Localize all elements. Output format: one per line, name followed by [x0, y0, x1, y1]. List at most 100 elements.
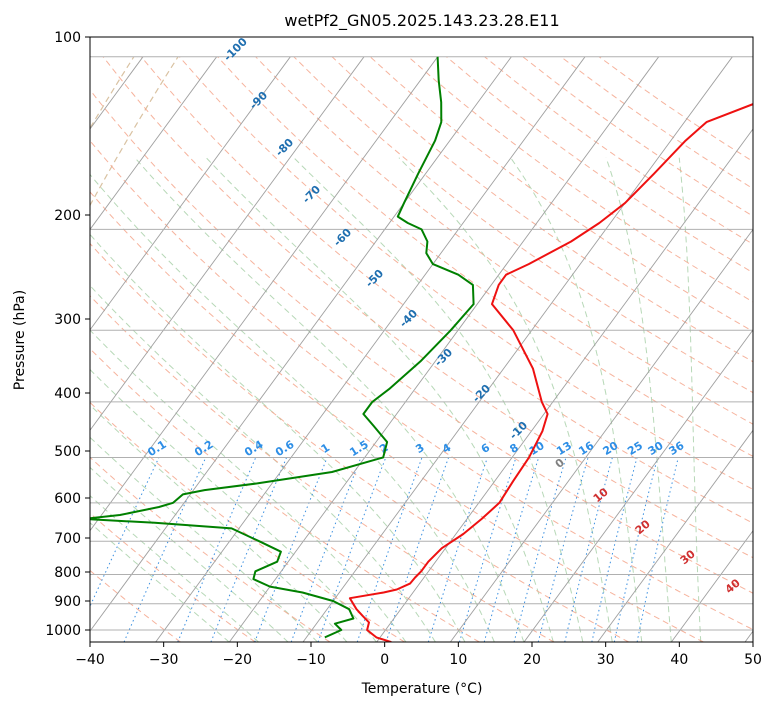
- plot-frame: [89, 36, 754, 643]
- isotherm-line: [90, 56, 512, 632]
- mixing-ratio-line: [613, 457, 659, 642]
- dry-adiabat-line: [90, 456, 331, 642]
- mixing-ratio-line: [177, 457, 257, 642]
- dry-adiabat-label: -70: [300, 183, 323, 206]
- mixing-ratio-line: [254, 457, 328, 642]
- mixing-ratio-label: 36: [667, 439, 687, 458]
- mixing-ratio-label: 0.4: [242, 438, 266, 460]
- moist-adiabat-line: [90, 233, 466, 642]
- dry-adiabat-line: [484, 56, 753, 245]
- x-tick-label: 0: [380, 652, 389, 668]
- mixing-ratio-line: [210, 457, 288, 642]
- mixing-ratio-line: [427, 457, 488, 642]
- y-tick-label: 700: [54, 531, 81, 547]
- moist-adiabat-label: 10: [591, 485, 611, 505]
- y-tick-label: 1000: [45, 623, 81, 639]
- y-tick-label: 800: [54, 565, 81, 581]
- mixing-ratio-label: 20: [601, 439, 621, 458]
- mixing-ratio-line: [483, 457, 540, 642]
- moist-adiabats: [90, 56, 702, 642]
- background-line-labels: 0.1 0.2 0.4 0.6 1 1.5 2 3 4 6 8 10 13 16 20 25 30 36-100-…: [145, 37, 743, 596]
- dry-adiabat-line: [90, 89, 753, 594]
- dry-adiabats: [90, 56, 753, 642]
- dry-adiabat-label: -10: [507, 419, 530, 442]
- y-tick-label: 900: [54, 594, 81, 610]
- dry-adiabat-label: -80: [273, 136, 296, 159]
- isotherm-line: [155, 56, 586, 642]
- isotherms: [0, 56, 753, 642]
- mixing-ratio-line: [636, 457, 679, 642]
- moist-adiabat-line: [605, 157, 672, 642]
- mixing-ratio-line: [458, 457, 517, 642]
- mixing-ratio-line: [123, 457, 207, 642]
- dry-adiabat-line: [90, 348, 480, 642]
- mixing-ratio-line: [564, 457, 613, 642]
- isotherm-line: [670, 529, 753, 642]
- moist-adiabat-label: 20: [633, 517, 653, 537]
- isobars: [90, 56, 753, 631]
- x-tick-label: 10: [449, 652, 467, 668]
- isotherm-line: [90, 56, 365, 432]
- sounding-profiles: [90, 56, 753, 642]
- dry-adiabat-line: [179, 56, 753, 490]
- dry-adiabat-line: [90, 242, 630, 642]
- dry-adiabat-line: [90, 512, 256, 642]
- y-tick-label: 400: [54, 386, 81, 402]
- mixing-ratio-line: [356, 457, 423, 642]
- x-tick-label: 50: [744, 652, 762, 668]
- dry-adiabat-line: [293, 56, 753, 394]
- isotherm-line: [302, 56, 733, 642]
- moist-adiabat-line: [678, 157, 702, 642]
- x-tick-label: −20: [223, 652, 253, 668]
- x-axis-ticks: −40 −30 −20 −10 0 10 20 30 40 50: [75, 642, 762, 668]
- dry-adiabat-line: [217, 56, 753, 457]
- x-tick-label: −40: [75, 652, 105, 668]
- moist-adiabat-line: [398, 157, 613, 642]
- dry-adiabat-line: [331, 56, 753, 363]
- dry-adiabat-label: -50: [363, 267, 386, 290]
- mixing-ratio-line: [591, 457, 638, 642]
- dry-adiabat-line: [446, 56, 753, 274]
- x-tick-label: −10: [296, 652, 326, 668]
- moist-adiabat-line: [90, 436, 319, 642]
- dry-adiabat-line: [408, 56, 753, 303]
- temperature-profile-line: [348, 103, 753, 642]
- chart-title: wetPf2_GN05.2025.143.23.28.E11: [284, 11, 559, 31]
- dry-adiabat-line: [255, 56, 753, 425]
- y-tick-label: 100: [54, 30, 81, 46]
- dry-adiabat-line: [102, 56, 753, 559]
- mixing-ratio-label: 1: [319, 441, 332, 456]
- mixing-ratio-label: 4: [440, 441, 454, 456]
- x-tick-label: 40: [670, 652, 688, 668]
- mixing-ratio-label: 25: [625, 439, 645, 458]
- dry-adiabat-label: -40: [397, 307, 420, 330]
- mixing-ratio-label: 0.6: [273, 438, 297, 460]
- dry-adiabat-line: [140, 56, 753, 524]
- mixing-ratio-label: 30: [646, 439, 666, 458]
- y-tick-label: 500: [54, 444, 81, 460]
- isotherm-line: [90, 56, 218, 231]
- mixing-ratio-line: [90, 457, 160, 608]
- mixing-ratio-label: 0.2: [192, 438, 215, 459]
- mixing-ratio-line: [513, 457, 567, 642]
- y-tick-label: 600: [54, 491, 81, 507]
- isotherm-line: [90, 56, 439, 532]
- y-axis-ticks: 100 200 300 400 500 600 700 800 900 1000: [45, 30, 90, 639]
- dry-adiabat-line: [90, 191, 704, 642]
- dry-adiabat-line: [369, 56, 753, 333]
- mixing-ratio-lines: [90, 457, 679, 642]
- moist-adiabat-line: [90, 522, 230, 642]
- isotherm-line: [90, 56, 291, 331]
- moist-adiabat-line: [90, 495, 260, 642]
- x-tick-label: 30: [597, 652, 615, 668]
- y-tick-label: 200: [54, 208, 81, 224]
- plot-area: 0.1 0.2 0.4 0.6 1 1.5 2 3 4 6 8 10 13 16 20 25 30 36-100-…: [0, 37, 753, 642]
- isotherm-line: [523, 329, 753, 642]
- dry-adiabat-line: [90, 401, 406, 642]
- isotherm-line: [0, 57, 69, 642]
- dewpoint-profile-line: [90, 56, 475, 639]
- dry-adiabat-label: -30: [432, 346, 455, 369]
- isotherm-line: [228, 56, 660, 642]
- mixing-ratio-label: 1.5: [347, 438, 370, 459]
